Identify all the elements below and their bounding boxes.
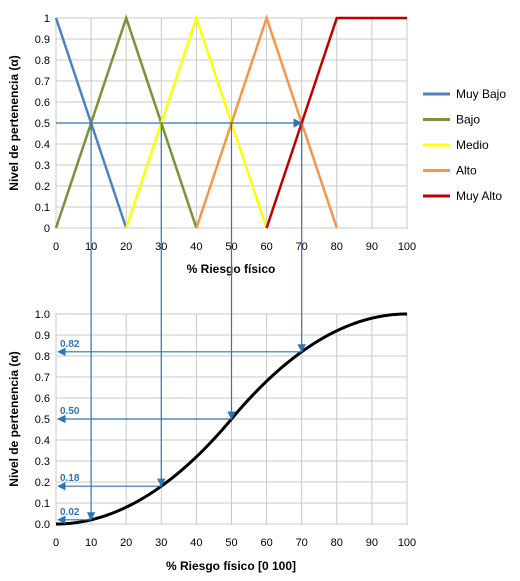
connector-lines bbox=[86, 123, 306, 521]
bottom-x-tick-label: 50 bbox=[225, 537, 237, 549]
top-y-tick-label: 0.7 bbox=[35, 76, 50, 88]
bottom-y-axis-title: Nivel de pertenencia (α) bbox=[7, 351, 21, 486]
top-y-tick-label: 1 bbox=[44, 13, 50, 25]
top-y-tick-label: 0.9 bbox=[35, 34, 50, 46]
bottom-x-ticks: 0 10 20 30 40 50 60 70 80 90 100 bbox=[53, 537, 416, 549]
annotation-label: 0.50 bbox=[60, 406, 80, 417]
top-x-tick-label: 90 bbox=[366, 241, 378, 253]
bottom-x-tick-label: 100 bbox=[398, 537, 416, 549]
top-x-tick-label: 60 bbox=[260, 241, 272, 253]
top-y-tick-label: 0.8 bbox=[35, 55, 50, 67]
top-y-tick-label: 0 bbox=[44, 223, 50, 235]
bottom-x-tick-label: 20 bbox=[120, 537, 132, 549]
bottom-x-tick-label: 60 bbox=[260, 537, 272, 549]
bottom-x-tick-label: 70 bbox=[296, 537, 308, 549]
top-chart: 00.10.20.30.40.50.60.70.80.91 0 10 20 30 40 5… bbox=[7, 13, 416, 276]
bottom-x-tick-label: 80 bbox=[331, 537, 343, 549]
series-line-muy-alto bbox=[265, 16, 407, 229]
bottom-y-tick-label: 0.9 bbox=[35, 330, 50, 342]
series-line-alto bbox=[195, 14, 338, 229]
top-x-tick-label: 20 bbox=[120, 241, 132, 253]
top-x-tick-label: 80 bbox=[331, 241, 343, 253]
legend-label: Muy Alto bbox=[456, 189, 502, 203]
legend-label: Medio bbox=[456, 138, 489, 152]
bottom-y-tick-label: 1.0 bbox=[35, 309, 50, 321]
bottom-y-tick-label: 0.1 bbox=[35, 498, 50, 510]
bottom-x-axis-title: % Riesgo físico [0 100] bbox=[166, 559, 296, 573]
bottom-y-tick-label: 0.6 bbox=[35, 393, 50, 405]
bottom-y-tick-label: 0.7 bbox=[35, 372, 50, 384]
bottom-x-tick-label: 30 bbox=[155, 537, 167, 549]
bottom-x-tick-label: 10 bbox=[85, 537, 97, 549]
series-line-bajo bbox=[54, 14, 198, 229]
top-y-tick-label: 0.3 bbox=[35, 160, 50, 172]
top-y-tick-label: 0.1 bbox=[35, 202, 50, 214]
annotation-label: 0.82 bbox=[60, 339, 80, 350]
top-y-tick-label: 0.5 bbox=[35, 118, 50, 130]
bottom-annotations: 0.02 0.18 0.50 0.82 bbox=[57, 339, 302, 524]
bottom-y-tick-label: 0.4 bbox=[35, 435, 50, 447]
top-x-ticks: 0 10 20 30 40 50 60 70 80 90 100 bbox=[53, 241, 416, 253]
bottom-y-tick-label: 0.5 bbox=[35, 414, 50, 426]
bottom-x-tick-label: 40 bbox=[190, 537, 202, 549]
top-y-axis-title: Nivel de pertenencia (α) bbox=[7, 55, 21, 190]
bottom-y-tick-label: 0.0 bbox=[35, 519, 50, 531]
legend-label: Muy Bajo bbox=[456, 87, 506, 101]
legend-label: Bajo bbox=[456, 113, 480, 127]
bottom-x-tick-label: 90 bbox=[366, 537, 378, 549]
bottom-y-tick-label: 0.2 bbox=[35, 477, 50, 489]
top-x-tick-label: 40 bbox=[190, 241, 202, 253]
annotation-label: 0.02 bbox=[60, 507, 80, 518]
series-line-medio bbox=[125, 14, 268, 229]
legend-label: Alto bbox=[456, 164, 477, 178]
bottom-chart: 0.0 0.1 0.2 0.3 0.4 0.5 0.6 0.7 0.8 0.9 1.0 0 10 20 3… bbox=[7, 309, 416, 573]
bottom-y-tick-label: 0.3 bbox=[35, 456, 50, 468]
top-y-tick-label: 0.2 bbox=[35, 181, 50, 193]
top-y-tick-label: 0.6 bbox=[35, 97, 50, 109]
bottom-y-ticks: 0.0 0.1 0.2 0.3 0.4 0.5 0.6 0.7 0.8 0.9 1.0 bbox=[35, 309, 50, 531]
top-x-tick-label: 0 bbox=[53, 241, 59, 253]
top-x-tick-label: 100 bbox=[398, 241, 416, 253]
bottom-y-tick-label: 0.8 bbox=[35, 351, 50, 363]
legend: Muy Bajo Bajo Medio Alto Muy Alto bbox=[423, 87, 506, 203]
bottom-x-tick-label: 0 bbox=[53, 537, 59, 549]
top-y-tick-label: 0.4 bbox=[35, 139, 50, 151]
annotation-label: 0.18 bbox=[60, 473, 80, 484]
top-y-ticks: 0 0.1 0.2 0.3 0.4 0.5 0.6 0.7 0.8 0.9 1 bbox=[35, 13, 50, 235]
